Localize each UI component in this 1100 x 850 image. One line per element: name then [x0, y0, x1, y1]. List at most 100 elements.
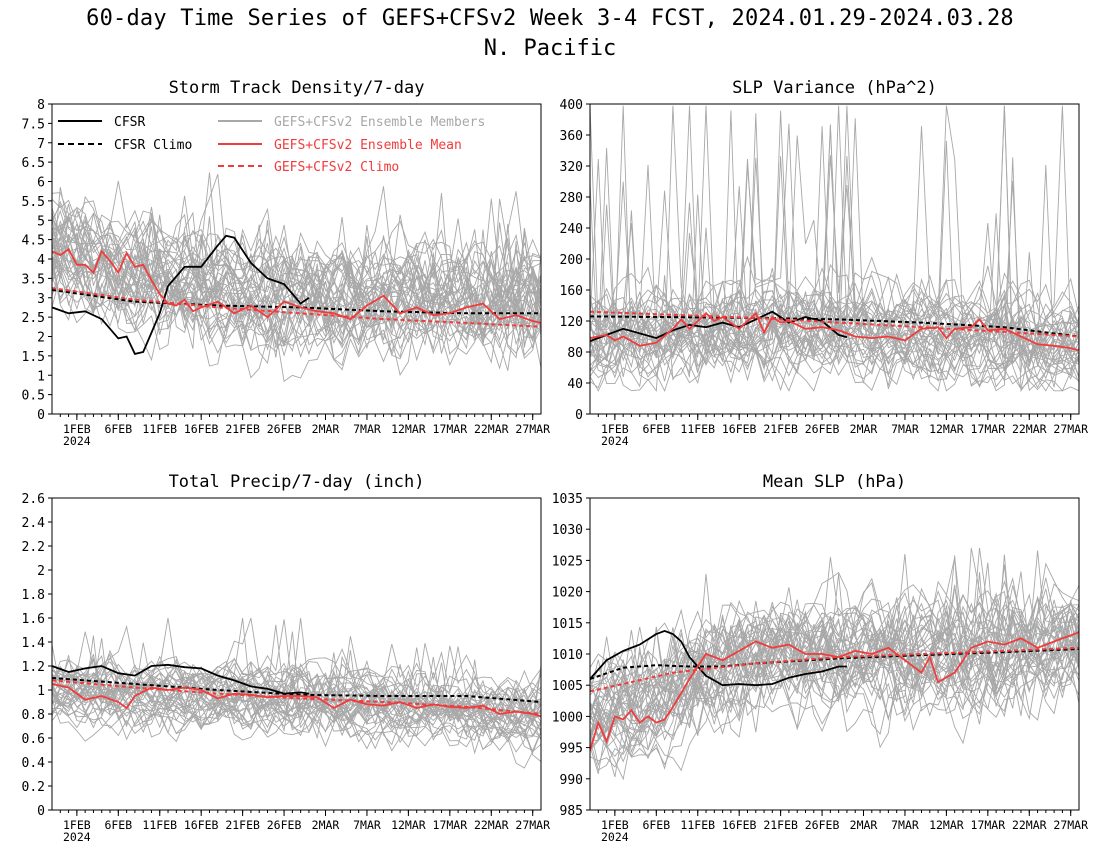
y-tick-label: 1015 — [552, 617, 583, 632]
x-tick-label: 16FEB — [184, 422, 219, 436]
x-tick-label: 12MAR — [391, 818, 426, 832]
y-tick-label: 7.5 — [22, 117, 45, 132]
ensemble-member-line — [590, 194, 1079, 392]
series-cfsr-climo — [590, 648, 1079, 680]
ensemble-member-line — [590, 105, 1079, 383]
panel-title: Total Precip/7-day (inch) — [169, 472, 425, 492]
series-cfsr — [52, 234, 310, 355]
ensemble-member-line — [52, 209, 541, 351]
y-tick-label: 160 — [560, 284, 583, 299]
series-gefs-cfsv2-climo — [52, 679, 541, 715]
panel-title: Storm Track Density/7-day — [169, 78, 425, 98]
x-tick-label: 2MAR — [312, 818, 340, 832]
ensemble-member-line — [52, 636, 541, 725]
x-tick-label: 11FEB — [680, 818, 715, 832]
x-year-label: 2024 — [601, 830, 629, 844]
ensemble-member-line — [590, 610, 1079, 732]
y-tick-label: 1000 — [552, 710, 583, 725]
y-tick-label: 1 — [37, 684, 45, 699]
y-tick-label: 1.8 — [22, 588, 45, 603]
x-tick-label: 2MAR — [312, 422, 340, 436]
x-tick-label: 21FEB — [763, 818, 798, 832]
ensemble-member-line — [52, 669, 541, 727]
y-tick-label: 2.4 — [22, 516, 46, 531]
ensemble-members — [52, 172, 541, 383]
ensemble-member-line — [52, 617, 541, 714]
y-tick-label: 0.6 — [22, 732, 45, 747]
y-tick-label: 0.8 — [22, 708, 45, 723]
y-tick-label: 320 — [560, 160, 583, 175]
x-tick-label: 11FEB — [142, 818, 177, 832]
y-tick-label: 985 — [560, 804, 583, 819]
y-tick-label: 1010 — [552, 648, 583, 663]
x-tick-label: 22MAR — [1012, 818, 1047, 832]
x-tick-label: 2MAR — [850, 818, 878, 832]
ensemble-member-line — [52, 180, 541, 308]
series-gefs-cfsv2-ensemble-mean — [590, 311, 1079, 352]
y-tick-label: 1.4 — [22, 636, 46, 651]
panel-title: Mean SLP (hPa) — [763, 472, 906, 492]
ensemble-member-line — [52, 658, 541, 725]
x-year-label: 2024 — [63, 434, 91, 448]
y-tick-label: 1 — [37, 369, 45, 384]
ensemble-member-line — [52, 686, 541, 752]
ensemble-member-line — [590, 553, 1079, 729]
x-tick-label: 1FEB — [601, 818, 629, 832]
ensemble-member-line — [52, 255, 541, 383]
ensemble-member-line — [590, 609, 1079, 751]
legend-label: GEFS+CFSv2 Ensemble Members — [274, 115, 485, 130]
ensemble-member-line — [590, 645, 1079, 778]
y-tick-label: 1.2 — [22, 660, 45, 675]
y-tick-label: 5.5 — [22, 195, 45, 210]
ensemble-member-line — [590, 182, 1079, 392]
ensemble-member-line — [590, 118, 1079, 382]
ensemble-member-line — [52, 232, 541, 370]
x-tick-label: 12MAR — [391, 422, 426, 436]
ensemble-member-line — [52, 689, 541, 753]
y-tick-label: 360 — [560, 129, 583, 144]
plot-area — [590, 547, 1079, 781]
y-tick-label: 3 — [37, 292, 45, 307]
x-tick-label: 6FEB — [104, 422, 132, 436]
x-tick-label: 27MAR — [515, 422, 550, 436]
x-tick-label: 16FEB — [722, 422, 757, 436]
x-year-label: 2024 — [63, 830, 91, 844]
x-tick-label: 21FEB — [763, 422, 798, 436]
y-tick-label: 200 — [560, 253, 583, 268]
series-cfsr — [52, 663, 310, 695]
y-tick-label: 0.4 — [22, 756, 46, 771]
x-tick-label: 16FEB — [184, 818, 219, 832]
y-tick-label: 1005 — [552, 679, 583, 694]
ensemble-member-line — [52, 672, 541, 735]
y-tick-label: 40 — [567, 377, 583, 392]
ensemble-member-line — [52, 669, 541, 751]
series-cfsr — [590, 629, 847, 687]
x-tick-label: 21FEB — [225, 422, 260, 436]
ensemble-member-line — [590, 581, 1079, 744]
y-tick-label: 3.5 — [22, 272, 45, 287]
x-tick-label: 11FEB — [142, 422, 177, 436]
series-gefs-cfsv2-climo — [590, 646, 1079, 693]
y-tick-label: 1035 — [552, 492, 583, 507]
x-tick-label: 11FEB — [680, 422, 715, 436]
y-tick-label: 2.5 — [22, 311, 45, 326]
y-tick-label: 2 — [37, 331, 45, 346]
y-tick-label: 120 — [560, 315, 583, 330]
ensemble-member-line — [590, 592, 1079, 715]
y-tick-label: 995 — [560, 742, 583, 757]
x-tick-label: 17MAR — [971, 818, 1006, 832]
panel-title: SLP Variance (hPa^2) — [732, 78, 937, 98]
ensemble-member-line — [52, 262, 541, 377]
x-tick-label: 2MAR — [850, 422, 878, 436]
y-tick-label: 0.2 — [22, 780, 45, 795]
x-tick-label: 6FEB — [104, 818, 132, 832]
ensemble-members — [590, 105, 1079, 393]
y-tick-label: 2.6 — [22, 492, 45, 507]
ensemble-member-line — [52, 229, 541, 356]
x-tick-label: 17MAR — [433, 422, 468, 436]
x-tick-label: 27MAR — [1053, 818, 1088, 832]
ensemble-member-line — [52, 234, 541, 319]
legend-label: CFSR Climo — [114, 138, 192, 153]
y-tick-label: 1.6 — [22, 612, 45, 627]
ensemble-member-line — [590, 599, 1079, 711]
